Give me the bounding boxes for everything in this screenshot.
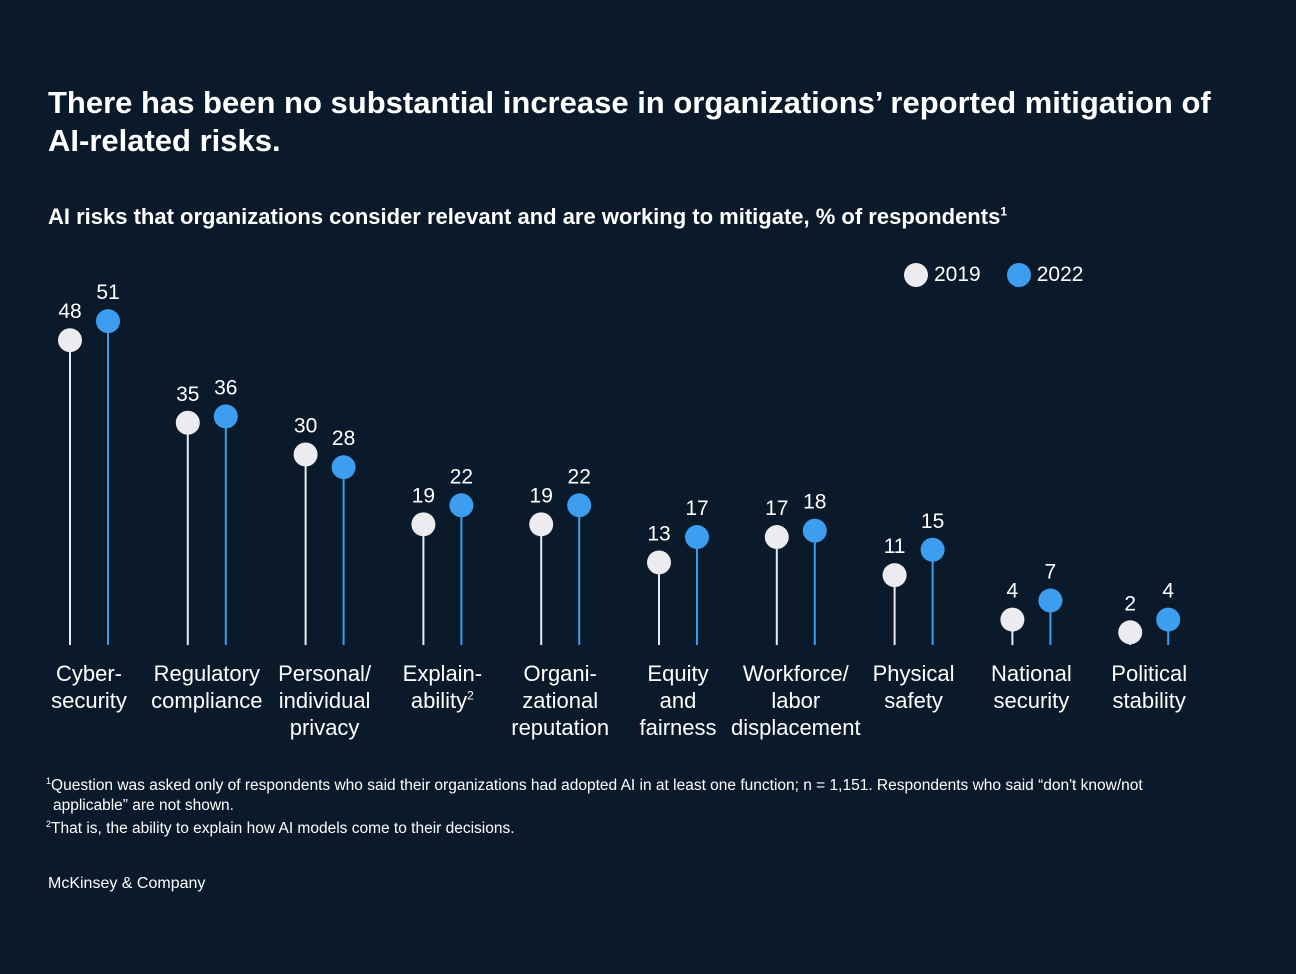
dot-2019-9[interactable] [1118,620,1143,645]
value-label-2019-7: 11 [884,535,906,558]
category-label-7: Physical safety [872,661,955,713]
dot-2019-4[interactable] [529,512,554,537]
value-label-2022-4: 22 [568,465,591,488]
footnote-0: 1Question was asked only of respondents … [46,772,1246,796]
value-label-2019-5: 13 [647,522,670,545]
value-label-2022-8: 7 [1045,561,1057,584]
legend-dot-2019 [904,263,928,287]
value-label-2019-1: 35 [176,383,199,406]
legend-label-2022: 2022 [1036,263,1084,286]
subtitle-unit: % of respondents [809,204,1001,229]
category-label-4: Organi- zational reputation [511,661,610,740]
legend-dot-2022 [1006,263,1031,287]
value-label-2022-9: 4 [1162,580,1174,603]
legend: 2019 2022 [904,262,1083,288]
category-label-8: National security [991,661,1072,713]
dot-2019-1[interactable] [175,410,200,435]
lollipop-chart: 48 51 35 36 30 28 19 22 19 22 13 17 17 18 11 15 4 7 2 4 [58,281,1181,645]
dot-2019-2[interactable] [293,442,318,467]
footnote-1: applicable” are not shown. [46,796,1246,816]
dot-2022-0[interactable] [96,309,120,334]
footnotes: 1Question was asked only of respondents … [46,772,1246,839]
footnote-2: 2That is, the ability to explain how AI … [46,815,1246,839]
value-label-2022-0: 51 [96,281,119,304]
value-label-2019-4: 19 [530,484,553,507]
footnote-text-0: Question was asked only of respondents w… [51,777,1143,795]
value-label-2019-8: 4 [1007,580,1019,603]
dot-2022-1[interactable] [213,404,238,429]
dot-2019-3[interactable] [411,512,436,537]
footnote-marker-2: 2 [46,819,52,830]
dot-2022-4[interactable] [567,493,592,518]
value-label-2019-2: 30 [294,415,317,438]
source-credit: McKinsey & Company [48,875,206,892]
subtitle-bold: AI risks that organizations consider rel… [48,204,810,229]
dot-2019-5[interactable] [647,550,671,575]
legend-label-2019: 2019 [934,263,981,286]
category-footnote-marker-3: 2 [467,688,474,703]
dot-2022-2[interactable] [331,455,356,480]
footnote-text-1: applicable” are not shown. [53,796,234,814]
value-label-2019-6: 17 [765,497,788,520]
value-label-2022-3: 22 [450,465,473,488]
value-label-2019-3: 19 [412,484,435,507]
dot-2022-6[interactable] [802,518,827,543]
dot-2022-7[interactable] [920,537,945,562]
dot-2019-8[interactable] [1000,607,1025,632]
dot-2019-0[interactable] [58,328,82,353]
value-label-2022-6: 18 [803,491,826,514]
chart-title: There has been no substantial increase i… [48,85,1211,158]
category-label-9: Political stability [1111,661,1188,713]
legend-item-2019[interactable]: 2019 [904,262,981,288]
value-label-2022-2: 28 [332,427,355,450]
footnote-marker-0: 1 [46,776,52,786]
dot-2022-9[interactable] [1156,607,1181,632]
dot-2022-3[interactable] [449,493,474,518]
dot-2022-5[interactable] [685,525,709,550]
dot-2019-6[interactable] [764,525,789,550]
dot-2019-7[interactable] [882,563,907,588]
category-label-0: Cyber- security [51,661,127,713]
dot-2022-8[interactable] [1038,588,1063,613]
value-label-2019-0: 48 [58,300,81,323]
subtitle-footnote-marker: 1 [1000,204,1007,219]
category-label-3: Explain- ability2 [402,661,483,713]
category-label-5: Equity and fairness [639,661,717,740]
category-label-2: Personal/ individual privacy [278,661,372,740]
legend-item-2022[interactable]: 2022 [1006,262,1084,288]
category-label-6: Workforce/ labor displacement [730,661,861,740]
value-label-2022-5: 17 [685,497,708,520]
value-label-2019-9: 2 [1124,592,1136,615]
value-label-2022-7: 15 [921,510,944,533]
category-label-1: Regulatory compliance [151,661,263,713]
value-label-2022-1: 36 [214,376,237,399]
footnote-text-2: That is, the ability to explain how AI m… [51,820,515,838]
chart-subtitle: AI risks that organizations consider rel… [48,202,1007,232]
